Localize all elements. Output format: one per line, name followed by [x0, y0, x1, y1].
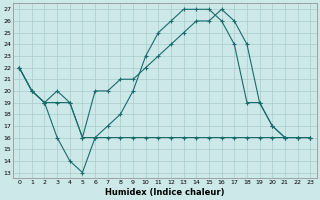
X-axis label: Humidex (Indice chaleur): Humidex (Indice chaleur)	[105, 188, 224, 197]
